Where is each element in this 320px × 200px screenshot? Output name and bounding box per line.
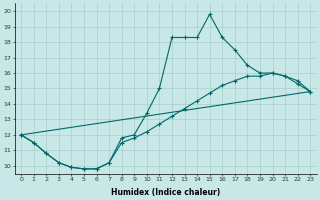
X-axis label: Humidex (Indice chaleur): Humidex (Indice chaleur) [111,188,220,197]
